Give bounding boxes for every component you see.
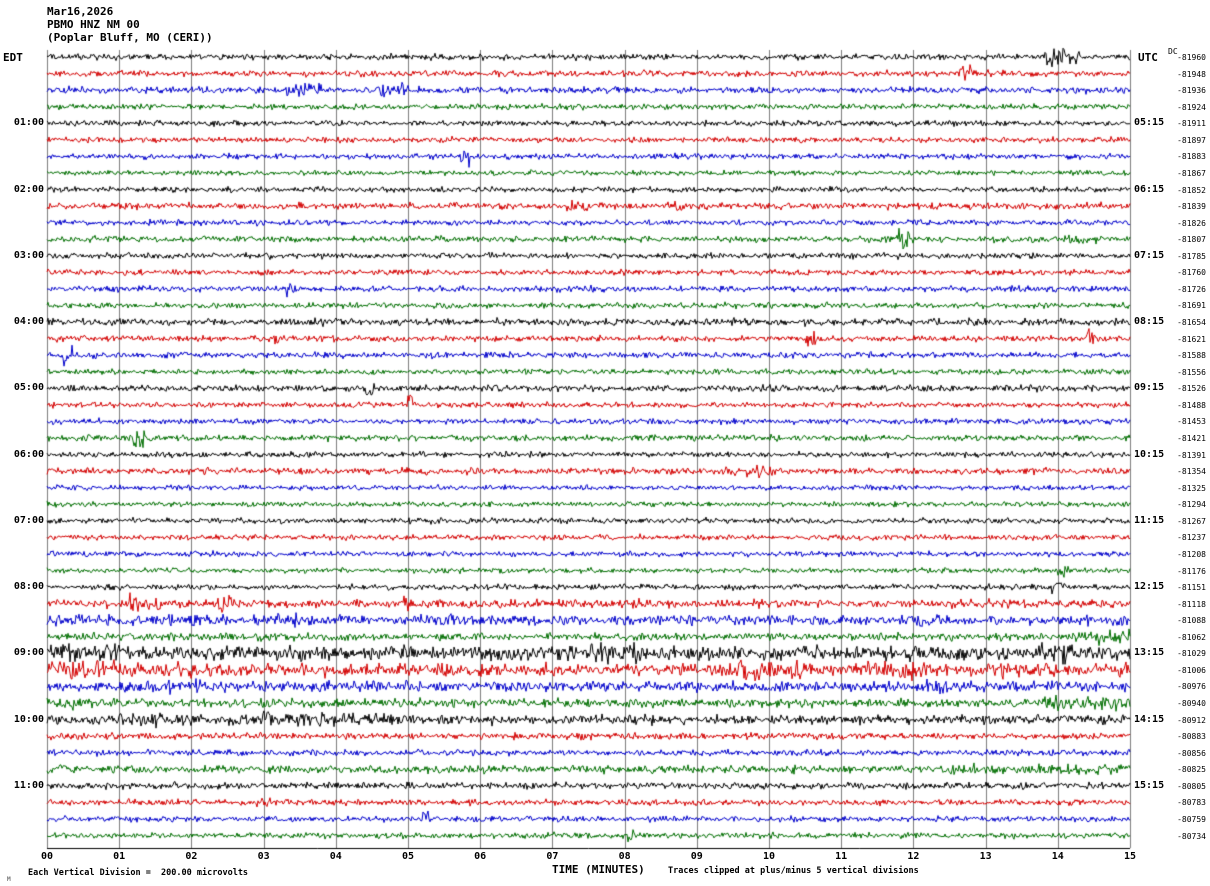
- x-tick-label: 15: [1123, 851, 1137, 862]
- dc-value-label: -80783: [1177, 798, 1206, 808]
- title-location: (Poplar Bluff, MO (CERI)): [47, 31, 213, 44]
- dc-value-label: -80825: [1177, 765, 1206, 775]
- footnote-vertical-division: Each Vertical Division = 200.00 microvol…: [28, 868, 249, 878]
- dc-value-label: -81588: [1177, 351, 1206, 361]
- dc-value-label: -80912: [1177, 715, 1206, 725]
- right-hour-label: 06:15: [1134, 183, 1165, 195]
- dc-value-label: -81897: [1177, 135, 1206, 145]
- dc-value-label: -81852: [1177, 185, 1206, 195]
- title-date: Mar16,2026: [47, 5, 114, 18]
- dc-value-label: -81948: [1177, 69, 1206, 79]
- dc-value-label: -81883: [1177, 152, 1206, 162]
- dc-value-label: -81526: [1177, 384, 1206, 394]
- x-tick-label: 10: [762, 851, 776, 862]
- dc-value-label: -81726: [1177, 284, 1206, 294]
- dc-value-label: -81006: [1177, 665, 1206, 675]
- x-tick-label: 07: [546, 851, 559, 862]
- dc-value-label: -80805: [1177, 781, 1206, 791]
- dc-value-label: -81911: [1177, 119, 1206, 129]
- left-hour-label: 06:00: [13, 448, 44, 460]
- dc-value-label: -81488: [1177, 400, 1206, 410]
- x-tick-label: 08: [618, 851, 631, 862]
- left-hour-label: 11:00: [13, 779, 44, 791]
- dc-value-label: -81391: [1177, 450, 1206, 460]
- dc-value-label: -81325: [1177, 483, 1206, 493]
- x-tick-label: 01: [113, 851, 126, 862]
- dc-value-label: -81062: [1177, 632, 1206, 642]
- corner-mark: M: [7, 876, 11, 883]
- x-tick-label: 09: [690, 851, 703, 862]
- x-tick-label: 11: [835, 851, 848, 862]
- dc-value-label: -81867: [1177, 168, 1206, 178]
- dc-value-label: -81237: [1177, 533, 1206, 543]
- right-hour-label: 08:15: [1134, 316, 1165, 328]
- right-hour-label: 13:15: [1134, 647, 1165, 659]
- dc-value-label: -80976: [1177, 682, 1206, 692]
- dc-offset-header: DC: [1168, 47, 1178, 56]
- right-hour-label: 10:15: [1134, 448, 1165, 460]
- dc-value-label: -81294: [1177, 500, 1206, 510]
- dc-value-label: -80883: [1177, 732, 1206, 742]
- left-hour-label: 05:00: [13, 382, 44, 394]
- dc-value-label: -81453: [1177, 417, 1206, 427]
- left-hour-label: 01:00: [13, 117, 44, 129]
- dc-value-label: -80940: [1177, 699, 1206, 709]
- dc-value-label: -80734: [1177, 831, 1206, 841]
- x-tick-label: 13: [979, 851, 992, 862]
- dc-value-label: -81960: [1177, 53, 1206, 62]
- left-hour-label: 08:00: [13, 581, 44, 593]
- dc-value-label: -81421: [1177, 433, 1206, 443]
- dc-value-label: -81029: [1177, 649, 1206, 659]
- dc-value-label: -81151: [1177, 583, 1206, 593]
- right-hour-label: 05:15: [1134, 117, 1165, 129]
- x-tick-label: 02: [185, 851, 198, 862]
- left-hour-label: 10:00: [13, 713, 44, 725]
- right-hour-label: 07:15: [1134, 249, 1165, 261]
- dc-value-label: -81088: [1177, 616, 1206, 626]
- right-hour-label: 12:15: [1134, 581, 1165, 593]
- title-block: Mar16,2026 PBMO HNZ NM 00 (Poplar Bluff,…: [47, 5, 213, 44]
- dc-value-label: -81176: [1177, 566, 1206, 576]
- x-tick-label: 00: [40, 851, 54, 862]
- dc-value-label: -81654: [1177, 318, 1206, 328]
- left-hour-label: 09:00: [13, 647, 44, 659]
- dc-value-label: -81354: [1177, 467, 1206, 477]
- x-tick-label: 04: [329, 851, 342, 862]
- footnote-clipping: Traces clipped at plus/minus 5 vertical …: [668, 866, 919, 876]
- dc-value-label: -81621: [1177, 334, 1206, 344]
- x-tick-label: 14: [1051, 851, 1064, 862]
- dc-value-label: -81760: [1177, 268, 1206, 278]
- x-tick-label: 12: [907, 851, 920, 862]
- dc-value-label: -81267: [1177, 516, 1206, 526]
- dc-value-label: -81826: [1177, 218, 1206, 228]
- x-axis-title: TIME (MINUTES): [552, 863, 645, 876]
- title-station: PBMO HNZ NM 00: [47, 18, 140, 31]
- dc-value-label: -81691: [1177, 301, 1206, 311]
- right-hour-label: 14:15: [1134, 713, 1165, 725]
- dc-value-label: -81208: [1177, 549, 1206, 559]
- x-tick-label: 06: [474, 851, 487, 862]
- x-tick-label: 05: [401, 851, 415, 862]
- left-hour-label: 03:00: [13, 249, 44, 261]
- dc-value-label: -81839: [1177, 202, 1206, 212]
- left-hour-label: 02:00: [13, 183, 44, 195]
- dc-value-label: -80856: [1177, 748, 1206, 758]
- dc-value-label: -80759: [1177, 814, 1206, 824]
- dc-value-label: -81556: [1177, 367, 1206, 377]
- dc-value-label: -81936: [1177, 86, 1206, 96]
- right-timezone-label: UTC: [1138, 51, 1158, 64]
- right-hour-label: 11:15: [1134, 514, 1165, 526]
- dc-value-label: -81807: [1177, 235, 1206, 245]
- x-tick-label: 03: [257, 851, 270, 862]
- right-hour-label: 09:15: [1134, 382, 1165, 394]
- dc-value-label: -81785: [1177, 251, 1206, 261]
- left-hour-label: 04:00: [13, 316, 44, 328]
- dc-value-label: -81118: [1177, 599, 1206, 609]
- right-hour-label: 15:15: [1134, 779, 1165, 791]
- left-hour-label: 07:00: [13, 514, 44, 526]
- left-timezone-label: EDT: [3, 51, 23, 64]
- dc-value-label: -81924: [1177, 102, 1206, 112]
